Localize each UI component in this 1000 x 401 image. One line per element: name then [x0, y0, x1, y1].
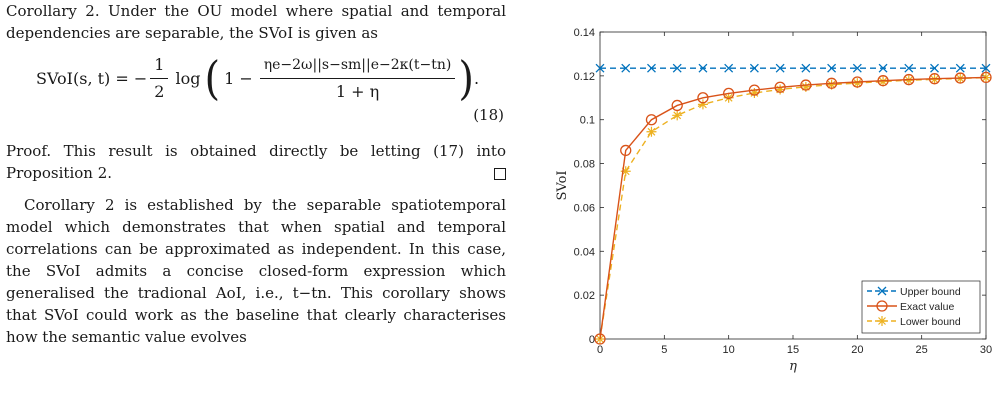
x-axis-label: η [789, 359, 797, 374]
left-paren: ( [204, 52, 221, 105]
proof-body: Proof. This result is obtained directly … [6, 142, 506, 182]
data-point-upper-bound [981, 63, 991, 73]
data-point-upper-bound [878, 63, 888, 73]
corollary-statement: Corollary 2. Under the OU model where sp… [6, 2, 506, 42]
y-tick-label: 0.02 [574, 290, 595, 302]
equation-body: SVoI(s, t) = − 1 2 log ( 1 − ηe−2ω||s−sm… [36, 54, 479, 103]
equation-18: SVoI(s, t) = − 1 2 log ( 1 − ηe−2ω||s−sm… [6, 44, 506, 140]
x-tick-label: 30 [980, 344, 992, 356]
legend-label: Upper bound [900, 286, 961, 298]
legend-marker [877, 286, 887, 296]
y-tick-label: 0.06 [574, 202, 595, 214]
data-point-upper-bound [930, 63, 939, 73]
data-point-upper-bound [827, 63, 837, 73]
data-point-upper-bound [672, 63, 682, 73]
data-point-lower-bound [672, 110, 683, 121]
right-paren: ) [458, 52, 474, 105]
y-tick-label: 0.12 [574, 71, 595, 83]
data-point-exact-value [903, 73, 915, 86]
data-point-lower-bound [826, 79, 837, 90]
data-point-exact-value [594, 333, 606, 345]
x-tick-label: 15 [787, 344, 799, 356]
x-tick-label: 10 [723, 344, 735, 356]
proof-text: Proof. This result is obtained directly … [6, 140, 506, 184]
data-point-lower-bound [775, 84, 786, 95]
log-operator: log [175, 68, 201, 88]
data-point-exact-value [620, 144, 632, 157]
legend-marker [876, 300, 888, 312]
legend-label: Exact value [900, 301, 954, 313]
x-tick-label: 5 [661, 344, 667, 356]
text-column: Corollary 2. Under the OU model where sp… [6, 0, 506, 348]
y-tick-label: 0.04 [574, 246, 595, 258]
data-point-upper-bound [852, 63, 862, 73]
data-point-exact-value [645, 114, 658, 126]
svoi-chart: 0 5 10 15 20 25 30 0 0.02 0.04 0.06 0.08 0.1 0.12 0.14… [555, 27, 992, 374]
data-point-lower-bound [800, 81, 811, 92]
y-tick-label: 0.08 [574, 159, 595, 171]
equation-lhs: SVoI(s, t) = − [36, 68, 148, 88]
data-point-upper-bound [801, 63, 811, 73]
series-line-exact-value [599, 76, 987, 340]
half-denominator: 2 [154, 82, 165, 101]
data-point-exact-value [800, 79, 812, 91]
data-point-lower-bound [749, 87, 760, 98]
data-point-exact-value [671, 99, 683, 112]
svoi-figure: 0 5 10 15 20 25 30 0 0.02 0.04 0.06 0.08 0.1 0.12 0.14… [548, 22, 1000, 401]
one-minus: 1 − [224, 68, 253, 88]
data-point-upper-bound [904, 63, 914, 73]
half-numerator: 1 [150, 54, 169, 79]
data-point-exact-value [774, 81, 786, 93]
main-fraction: ηe−2ω||s−sm||e−2κ(t−tn) 1 + η [259, 54, 456, 103]
y-tick-label: 0.1 [580, 115, 595, 127]
x-tick-label: 0 [597, 344, 603, 356]
data-point-upper-bound [621, 63, 631, 73]
data-point-exact-value [723, 87, 735, 100]
data-point-lower-bound [852, 78, 863, 89]
qed-square-icon [494, 168, 506, 180]
y-tick-label: 0.14 [574, 27, 595, 39]
y-tick-label: 0 [589, 334, 595, 346]
x-tick-label: 20 [851, 344, 863, 356]
data-point-upper-bound [647, 63, 656, 73]
equation-number: (18) [473, 106, 504, 124]
data-point-lower-bound [878, 76, 889, 87]
main-denominator: 1 + η [335, 82, 380, 101]
data-point-upper-bound [749, 63, 759, 73]
data-point-exact-value [877, 75, 889, 87]
half-fraction: 1 2 [150, 54, 169, 103]
legend-marker [877, 316, 887, 326]
data-point-exact-value [825, 77, 838, 89]
body-paragraph: Corollary 2 is established by the separa… [6, 196, 506, 346]
data-point-lower-bound [646, 126, 657, 137]
data-point-upper-bound [955, 63, 965, 73]
equation-period: . [473, 68, 480, 88]
data-point-exact-value [851, 76, 863, 88]
data-point-exact-value [697, 92, 709, 104]
data-point-exact-value [748, 84, 761, 96]
data-point-upper-bound [775, 63, 785, 73]
data-point-lower-bound [620, 166, 631, 177]
x-tick-label: 25 [916, 344, 928, 356]
data-point-lower-bound [697, 99, 708, 110]
main-numerator: ηe−2ω||s−sm||e−2κ(t−tn) [259, 54, 456, 79]
data-point-upper-bound [724, 63, 734, 73]
data-point-exact-value [928, 73, 941, 85]
data-point-exact-value [954, 72, 966, 84]
data-point-exact-value [980, 71, 992, 84]
data-point-upper-bound [698, 63, 708, 73]
legend-label: Lower bound [900, 316, 961, 328]
data-point-upper-bound [595, 63, 605, 73]
y-axis-label: SVoI [555, 170, 570, 200]
